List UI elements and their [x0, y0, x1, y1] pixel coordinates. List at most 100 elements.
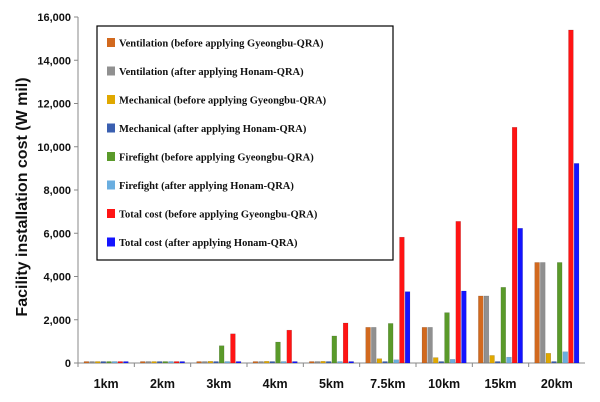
x-tick-label: 15km [485, 377, 517, 391]
legend-swatch [107, 152, 115, 161]
bar-7.5km-3 [376, 358, 383, 364]
bar-7.5km-7 [399, 236, 405, 364]
y-tick-label: 12,000 [37, 99, 71, 111]
legend-swatch [107, 38, 115, 47]
bar-20km-7 [568, 29, 574, 364]
bar-5km-7 [342, 322, 349, 364]
legend-label: Total cost (after applying Honam-QRA) [119, 238, 298, 249]
legend-label: Mechanical (before applying Gyeongbu-QRA… [119, 96, 327, 107]
bar-3km-6 [224, 361, 230, 364]
bar-2km-6 [168, 361, 174, 364]
x-tick-label: 2km [150, 377, 175, 391]
y-tick-label: 0 [65, 358, 71, 370]
bar-5km-5 [331, 335, 337, 364]
bar-2km-4 [157, 361, 163, 364]
legend-swatch [107, 66, 115, 76]
legend-label: Firefight (before applying Gyeongbu-QRA) [119, 153, 314, 164]
bar-4km-3 [264, 361, 270, 364]
bar-4km-1 [252, 361, 259, 364]
bar-2km-7 [173, 361, 180, 364]
x-tick-label: 5km [319, 377, 344, 391]
x-tick-label: 4km [263, 377, 288, 391]
bar-5km-4 [326, 361, 332, 364]
bar-1km-4 [100, 361, 106, 364]
y-axis-title: Facility installation cost (W mil) [14, 77, 31, 316]
x-tick-label: 3km [206, 377, 231, 391]
bar-4km-8 [292, 361, 298, 364]
y-tick-label: 10,000 [37, 142, 71, 154]
bar-7.5km-8 [404, 291, 411, 364]
bar-2km-2 [145, 361, 152, 364]
bar-20km-3 [545, 353, 552, 364]
bar-15km-3 [489, 355, 495, 364]
bar-15km-4 [495, 361, 501, 364]
bar-5km-3 [320, 361, 326, 364]
bar-4km-2 [258, 361, 264, 364]
legend-label: Total cost (before applying Gyeongbu-QRA… [119, 210, 318, 221]
bar-10km-3 [433, 357, 439, 364]
bar-20km-5 [557, 262, 563, 364]
bar-3km-8 [235, 361, 242, 364]
bar-10km-2 [427, 327, 433, 364]
bar-15km-2 [483, 295, 490, 364]
x-tick-label: 7.5km [370, 377, 405, 391]
bar-10km-7 [455, 221, 461, 364]
bar-20km-6 [562, 351, 568, 364]
bar-10km-1 [421, 327, 428, 364]
plot-area: 0 2,000 4,000 6,000 8,000 10,000 12,000 14,000 1… [37, 12, 585, 391]
bar-15km-1 [478, 295, 484, 364]
legend-label: Ventilation (after applying Honam-QRA) [119, 67, 304, 78]
x-tick-label: 10km [428, 377, 460, 391]
bar-5km-2 [314, 361, 321, 364]
bar-10km-8 [461, 290, 467, 364]
legend-box [96, 25, 394, 261]
y-tick-label: 2,000 [43, 315, 71, 327]
bar-2km-3 [151, 361, 157, 364]
x-tick-label: 1km [94, 377, 119, 391]
bar-20km-2 [540, 262, 546, 364]
bar-4km-6 [281, 361, 287, 364]
legend-swatch [107, 237, 115, 247]
bar-1km-6 [111, 361, 118, 364]
bar-20km-1 [534, 262, 540, 364]
bar-7.5km-4 [382, 361, 388, 364]
bar-7.5km-5 [388, 323, 394, 364]
legend-swatch [107, 95, 115, 104]
bar-10km-4 [438, 361, 444, 364]
bar-5km-6 [337, 361, 343, 364]
x-tick-label: 20km [541, 377, 573, 391]
bar-1km-8 [123, 361, 129, 364]
bar-10km-6 [450, 359, 456, 364]
bar-3km-7 [230, 333, 236, 364]
bar-4km-7 [286, 329, 292, 364]
legend-swatch [107, 180, 115, 190]
y-tick-label: 14,000 [37, 55, 71, 67]
bar-2km-1 [140, 361, 146, 364]
y-tick-label: 8,000 [43, 185, 71, 197]
bar-15km-5 [500, 287, 506, 364]
bar-5km-1 [309, 361, 315, 364]
bar-3km-2 [202, 361, 208, 364]
bar-7.5km-1 [365, 327, 371, 364]
bar-15km-7 [511, 127, 518, 364]
bar-2km-8 [179, 361, 185, 364]
legend-label: Firefight (after applying Honam-QRA) [119, 181, 294, 192]
bar-1km-7 [117, 361, 123, 364]
bar-1km-1 [83, 361, 90, 364]
bar-20km-8 [573, 163, 580, 364]
y-tick-label: 16,000 [37, 12, 71, 24]
legend-label: Mechanical (after applying Honam-QRA) [119, 124, 307, 135]
y-tick-label: 4,000 [43, 272, 71, 284]
legend-swatch [107, 123, 115, 133]
bar-3km-3 [207, 361, 213, 364]
bar-3km-5 [219, 345, 225, 364]
bar-5km-8 [348, 361, 354, 364]
bar-7.5km-2 [371, 327, 377, 364]
bar-3km-1 [196, 361, 202, 364]
bar-4km-5 [275, 341, 281, 364]
y-axis-label: Facility installation cost (W mil) [14, 77, 31, 316]
bar-20km-4 [551, 361, 557, 364]
legend-swatch [107, 209, 115, 218]
bar-1km-2 [89, 361, 95, 364]
